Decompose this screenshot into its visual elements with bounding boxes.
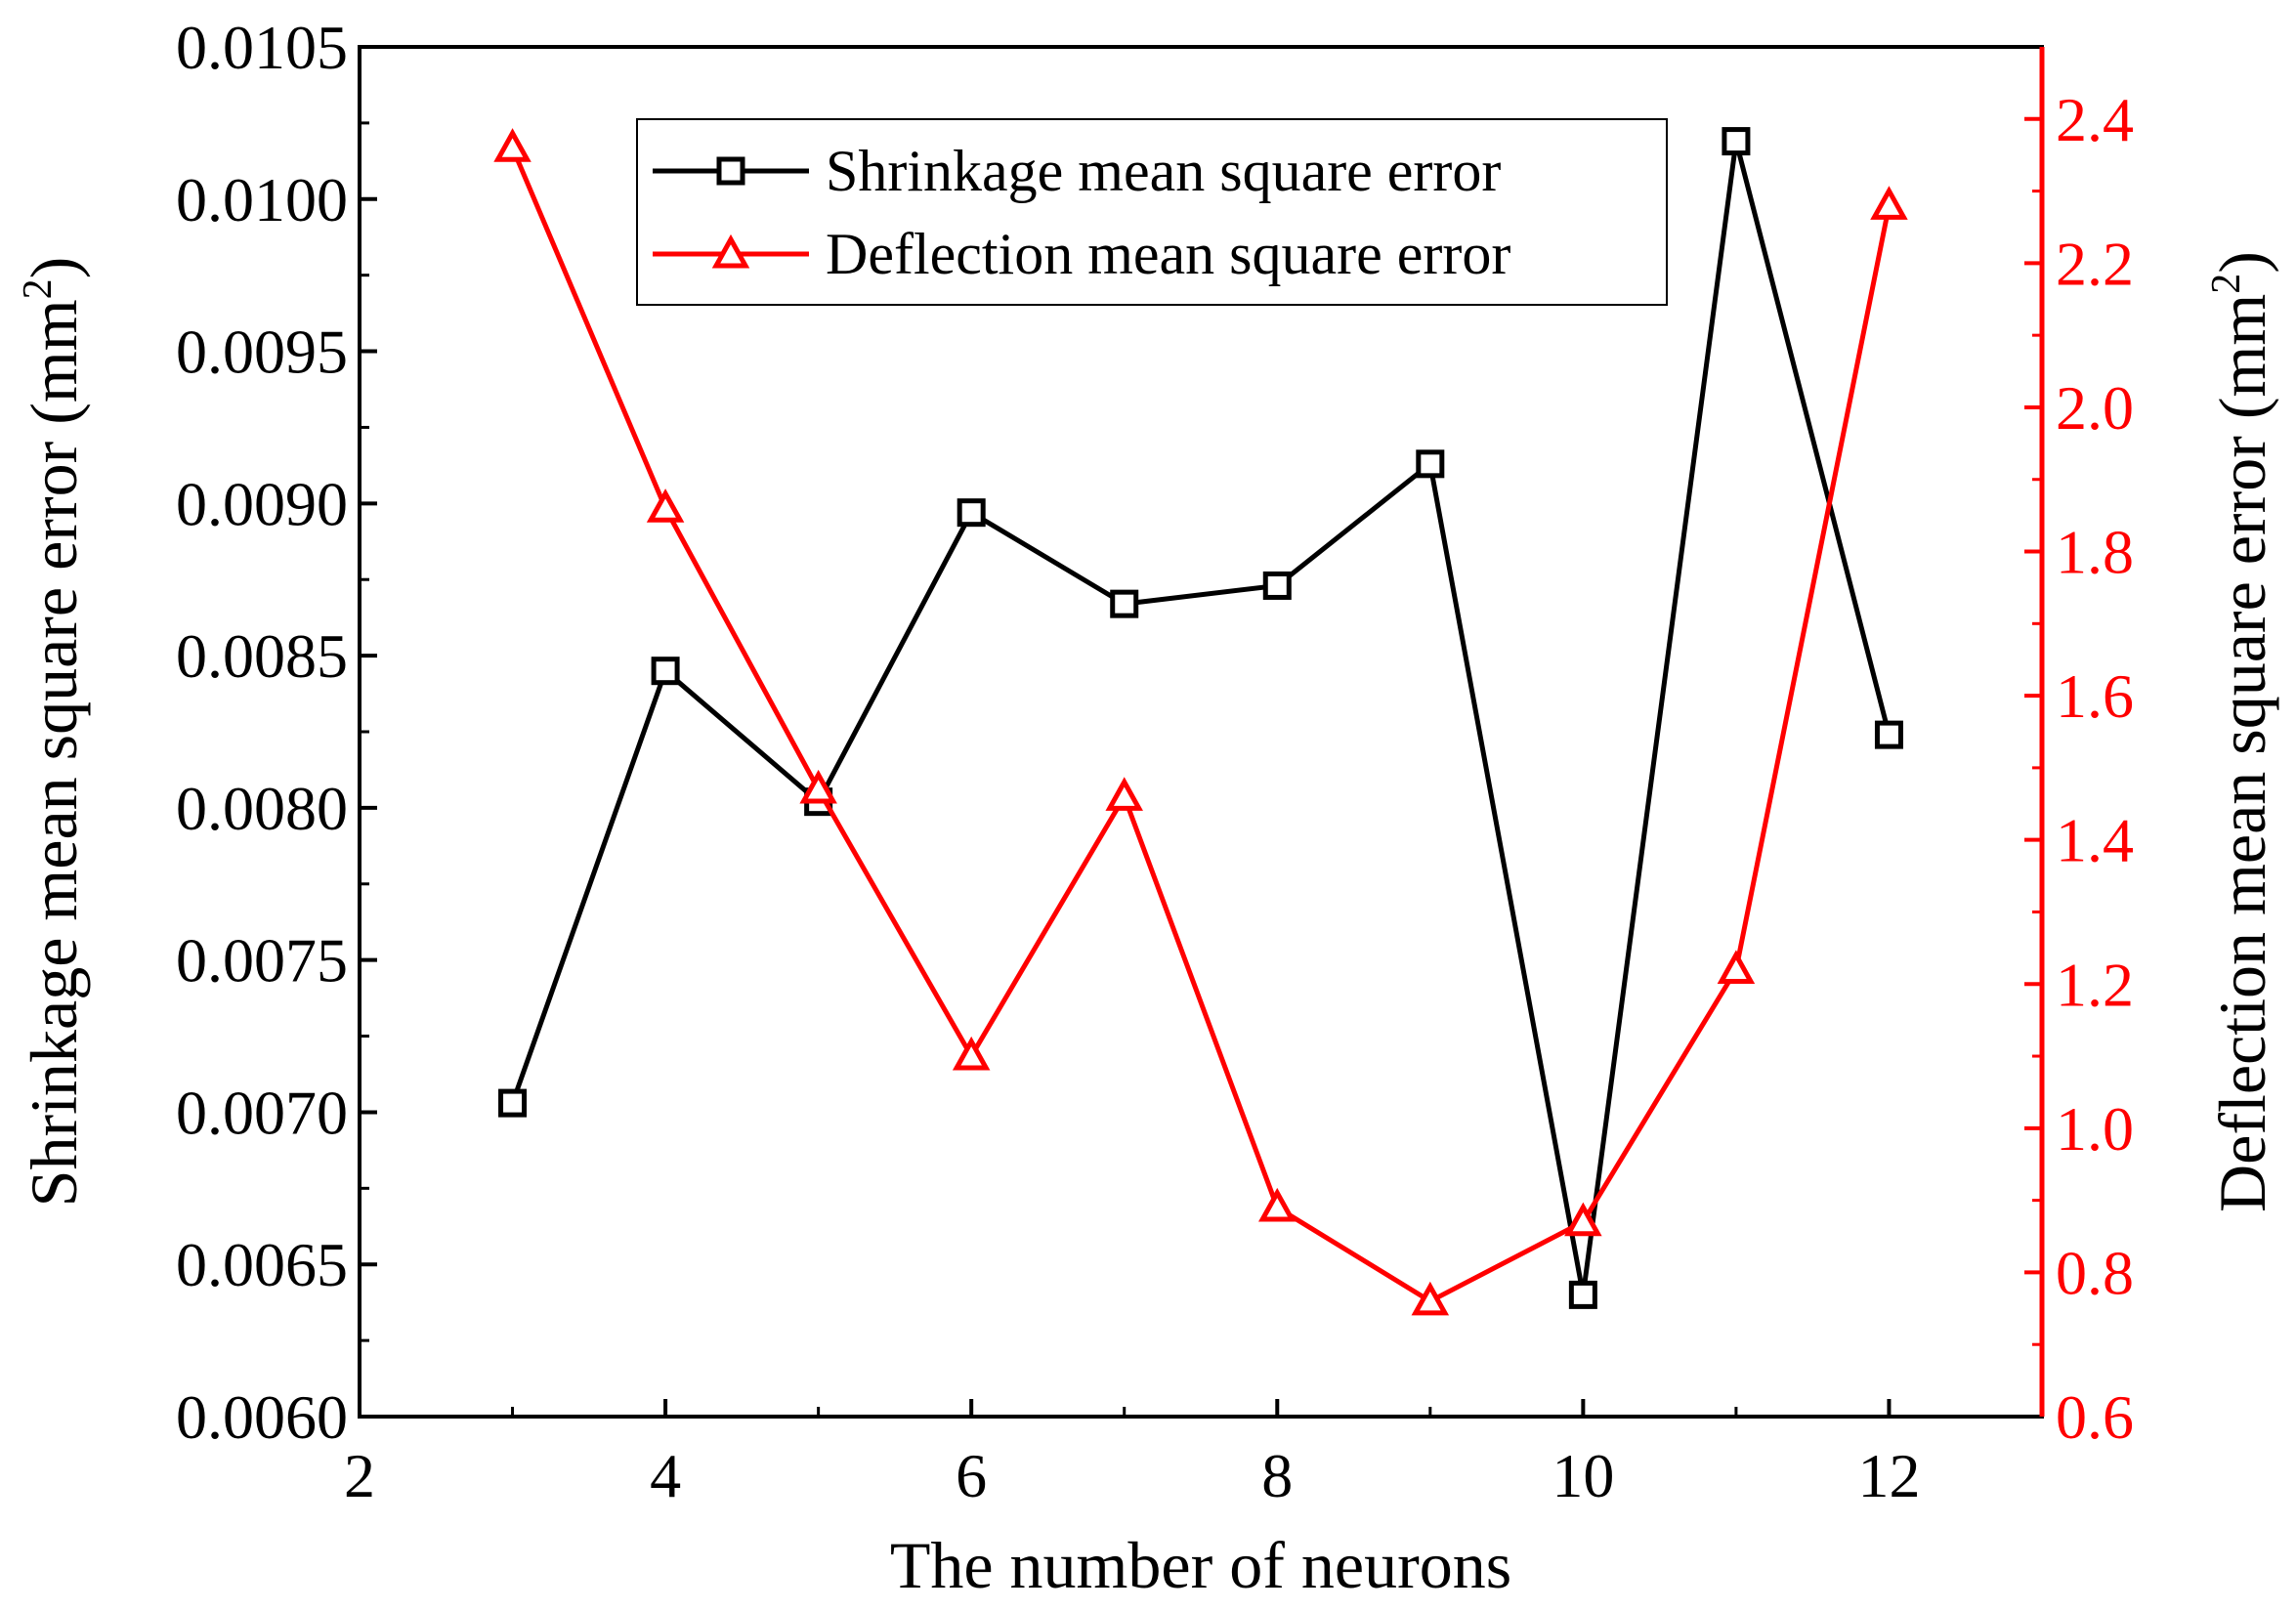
right-y-tick-label: 1.2: [2056, 950, 2134, 1019]
deflection-point: [1564, 1202, 1602, 1237]
right-y-tick-labels: 0.6 0.8 1.0 1.2 1.4 1.6 1.8 2.0 2.2 2.4: [2056, 85, 2134, 1452]
deflection-point: [1870, 186, 1908, 220]
left-y-tick-label: 0.0095: [176, 318, 348, 387]
right-y-axis-title: Deflection mean square error (mm2): [2204, 251, 2279, 1212]
left-y-tick-label: 0.0090: [176, 469, 348, 538]
x-axis-title: The number of neurons: [890, 1528, 1511, 1602]
x-tick-label: 12: [1857, 1441, 1920, 1510]
left-y-tick-label: 0.0100: [176, 165, 348, 234]
right-y-tick-label: 0.6: [2056, 1382, 2134, 1452]
left-y-axis-title: Shrinkage mean square error (mm2): [16, 257, 91, 1208]
right-y-tick-label: 1.8: [2056, 518, 2134, 587]
deflection-point: [1258, 1187, 1297, 1222]
shrinkage-point: [498, 1088, 528, 1118]
x-tick-label: 8: [1261, 1441, 1293, 1510]
series-line-shrinkage: [510, 140, 1892, 1295]
left-y-tick-label: 0.0105: [176, 13, 348, 82]
right-y-tick-label: 1.6: [2056, 661, 2134, 731]
shrinkage-point: [1110, 589, 1139, 618]
shrinkage-point: [1416, 449, 1445, 479]
right-y-tick-label: 1.0: [2056, 1094, 2134, 1164]
x-tick-labels: 2 4 6 8 10 12: [344, 1441, 1920, 1510]
deflection-point: [1105, 777, 1143, 811]
x-tick-label: 6: [956, 1441, 987, 1510]
deflection-point: [1411, 1281, 1450, 1316]
right-y-tick-label: 2.0: [2056, 373, 2134, 443]
shrinkage-point: [1568, 1280, 1597, 1309]
x-tick-label: 10: [1552, 1441, 1614, 1510]
shrinkage-point: [1874, 720, 1903, 749]
shrinkage-point: [651, 657, 680, 686]
series-line-deflection: [510, 147, 1892, 1304]
deflection-point: [799, 769, 837, 804]
right-y-tick-label: 2.4: [2056, 85, 2134, 154]
left-y-axis-title-main: Shrinkage mean square error (mm: [17, 299, 91, 1207]
right-y-axis-title-superscript: 2: [2204, 274, 2249, 294]
left-y-tick-label: 0.0060: [176, 1382, 348, 1452]
legend-marker-square: [716, 156, 745, 186]
legend: Shrinkage mean square error Deflection m…: [636, 118, 1668, 306]
left-y-tick-label: 0.0065: [176, 1230, 348, 1299]
right-y-axis-title-main: Deflection mean square error (mm: [2205, 294, 2279, 1212]
left-y-tick-label: 0.0070: [176, 1078, 348, 1147]
shrinkage-point: [1722, 127, 1751, 156]
legend-label-deflection: Deflection mean square error: [826, 222, 1510, 286]
legend-label-shrinkage: Shrinkage mean square error: [826, 139, 1501, 203]
left-y-axis-title-close: ): [17, 257, 91, 279]
left-y-tick-labels: 0.0060 0.0065 0.0070 0.0075 0.0080 0.0085 0.00…: [176, 13, 348, 1452]
right-y-tick-label: 1.4: [2056, 806, 2134, 875]
left-y-tick-label: 0.0075: [176, 926, 348, 996]
right-y-tick-label: 2.2: [2056, 229, 2134, 298]
legend-box: [636, 118, 1668, 306]
shrinkage-point: [1262, 571, 1292, 600]
deflection-point: [952, 1036, 991, 1071]
shrinkage-point: [957, 498, 986, 528]
deflection-point: [493, 128, 531, 162]
x-tick-label: 4: [650, 1441, 681, 1510]
deflection-point: [1717, 950, 1756, 985]
series-layer: [493, 127, 1908, 1316]
deflection-point: [646, 488, 685, 523]
left-y-tick-label: 0.0080: [176, 774, 348, 843]
left-y-axis-title-superscript: 2: [16, 278, 61, 299]
right-y-tick-label: 0.8: [2056, 1238, 2134, 1307]
x-tick-label: 2: [344, 1441, 375, 1510]
left-y-tick-label: 0.0085: [176, 621, 348, 691]
legend-marker-triangle: [711, 233, 750, 269]
right-y-axis-title-close: ): [2205, 251, 2279, 274]
